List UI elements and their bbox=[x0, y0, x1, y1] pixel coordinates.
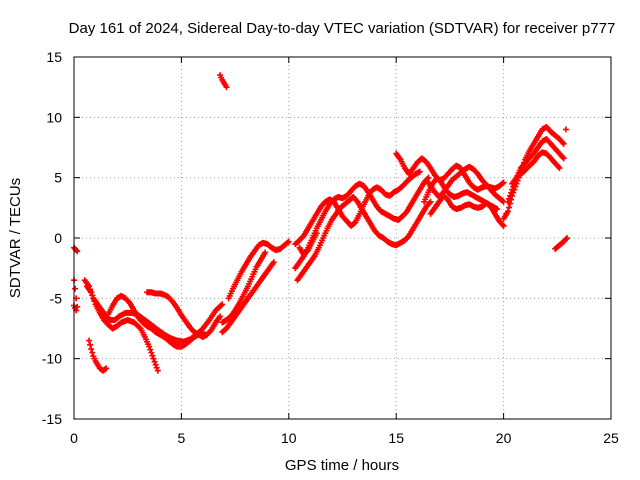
series-track-24 bbox=[562, 126, 569, 133]
data-point bbox=[427, 198, 434, 205]
data-point bbox=[223, 84, 230, 91]
plot-frame bbox=[73, 56, 612, 420]
data-point bbox=[87, 341, 94, 348]
data-point bbox=[149, 352, 156, 359]
series-track-12 bbox=[219, 249, 269, 326]
data-point bbox=[509, 186, 516, 193]
data-points bbox=[71, 72, 570, 374]
y-axis-label: SDTVAR / TECUs bbox=[7, 178, 24, 298]
data-point bbox=[499, 180, 506, 187]
series-track-7 bbox=[86, 337, 110, 374]
data-point bbox=[262, 249, 269, 256]
data-point bbox=[562, 126, 569, 133]
data-point bbox=[153, 364, 160, 371]
data-point bbox=[150, 355, 157, 362]
data-point bbox=[508, 189, 515, 196]
data-point bbox=[146, 343, 153, 350]
data-point bbox=[505, 204, 512, 211]
y-tick-label: 5 bbox=[54, 170, 62, 186]
x-tick-label: 0 bbox=[70, 430, 78, 446]
data-point bbox=[560, 140, 567, 147]
series-track-21 bbox=[500, 123, 567, 222]
series-track-22 bbox=[504, 136, 567, 205]
x-tick-labels: 0 5 10 15 20 25 bbox=[70, 430, 619, 446]
data-point bbox=[103, 365, 110, 372]
data-point bbox=[270, 259, 277, 266]
series-track-10 bbox=[219, 259, 277, 336]
series-track-13 bbox=[292, 168, 423, 248]
y-tick-label: 0 bbox=[54, 230, 62, 246]
chart-title: Day 161 of 2024, Sidereal Day-to-day VTE… bbox=[69, 20, 616, 37]
series-track-16 bbox=[296, 230, 320, 258]
data-point bbox=[74, 248, 81, 255]
y-tick-label: -10 bbox=[42, 351, 62, 367]
data-point bbox=[563, 235, 570, 241]
x-tick-label: 15 bbox=[388, 430, 404, 446]
x-axis-label: GPS time / hours bbox=[285, 457, 399, 474]
series-track-18 bbox=[423, 163, 507, 205]
series-track-20 bbox=[421, 174, 501, 213]
y-tick-label: 10 bbox=[46, 109, 62, 125]
series-track-6 bbox=[105, 292, 206, 350]
data-point bbox=[88, 346, 95, 353]
grid-lines bbox=[74, 57, 611, 419]
series-track-11 bbox=[225, 238, 292, 302]
y-tick-label: -15 bbox=[42, 411, 62, 427]
series-track-4 bbox=[83, 283, 161, 374]
series-track-8 bbox=[144, 289, 224, 340]
y-tick-label: -5 bbox=[50, 290, 63, 306]
y-tick-label: 15 bbox=[46, 49, 62, 65]
data-point bbox=[494, 206, 501, 213]
series-track-19 bbox=[427, 192, 507, 229]
data-point bbox=[499, 197, 506, 204]
data-point bbox=[151, 358, 158, 365]
data-point bbox=[219, 301, 226, 308]
x-tick-label: 10 bbox=[281, 430, 297, 446]
series-track-25 bbox=[552, 235, 570, 252]
data-point bbox=[152, 361, 159, 368]
data-point bbox=[154, 367, 161, 374]
data-point bbox=[89, 292, 96, 299]
data-point bbox=[86, 283, 93, 290]
data-point bbox=[217, 313, 224, 320]
series-track-1 bbox=[71, 244, 81, 255]
data-point bbox=[504, 198, 511, 205]
data-point bbox=[136, 324, 143, 331]
data-point bbox=[147, 346, 154, 353]
data-point bbox=[313, 230, 320, 237]
data-point bbox=[102, 366, 109, 373]
data-point bbox=[218, 302, 225, 309]
data-point bbox=[505, 195, 512, 202]
data-point bbox=[500, 179, 507, 186]
data-point bbox=[507, 192, 514, 199]
data-point bbox=[148, 349, 155, 356]
data-point bbox=[500, 222, 507, 229]
data-point bbox=[86, 337, 93, 344]
series-track-23 bbox=[509, 149, 563, 187]
data-point bbox=[87, 286, 94, 293]
data-point bbox=[88, 289, 95, 296]
x-tick-label: 25 bbox=[603, 430, 619, 446]
x-tick-label: 5 bbox=[178, 430, 186, 446]
data-point bbox=[89, 349, 96, 356]
data-point bbox=[351, 220, 358, 227]
data-point bbox=[504, 208, 511, 215]
data-point bbox=[284, 239, 291, 246]
data-point bbox=[416, 168, 423, 175]
data-point bbox=[72, 285, 79, 292]
data-point bbox=[556, 165, 563, 172]
x-tick-label: 20 bbox=[496, 430, 512, 446]
series-track-15 bbox=[294, 193, 434, 284]
y-tick-labels: -15 -10 -5 0 5 10 15 bbox=[42, 49, 62, 427]
series-track-9 bbox=[217, 72, 230, 91]
data-point bbox=[560, 155, 567, 162]
data-point bbox=[285, 238, 292, 245]
